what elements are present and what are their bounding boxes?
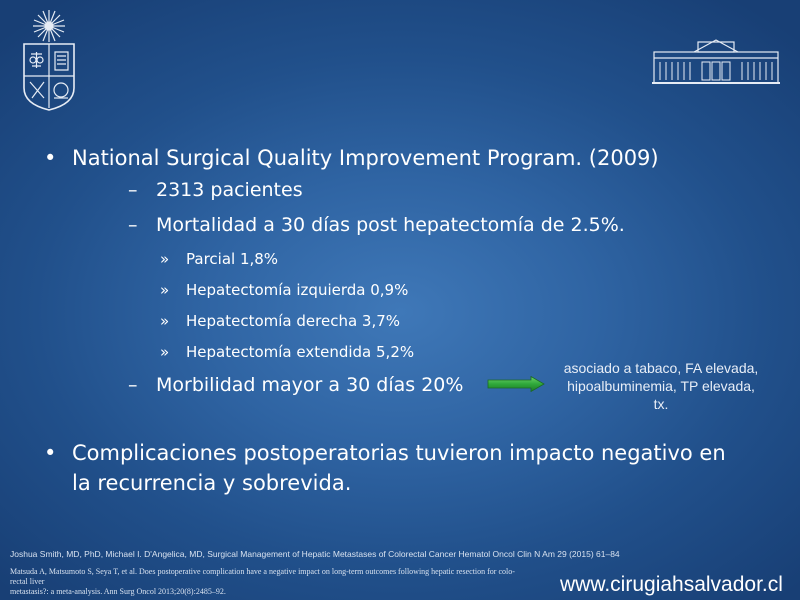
reference-2-line: metastasis?: a meta-analysis. Ann Surg O… — [10, 587, 226, 596]
sub-bullet-pacientes: –2313 pacientes — [128, 177, 303, 203]
university-crest-icon — [23, 10, 75, 111]
reference-2: Matsuda A, Matsumoto S, Seya T, et al. D… — [10, 567, 530, 597]
sub-sub-bullet-text: Hepatectomía derecha 3,7% — [186, 312, 401, 330]
sub-sub-bullet: » Hepatectomía derecha 3,7% — [160, 310, 400, 332]
chevron-marker: » — [160, 281, 170, 299]
sub-sub-bullet: » Parcial 1,8% — [160, 248, 278, 270]
bullet-text: National Surgical Quality Improvement Pr… — [72, 146, 659, 170]
reference-2-line: Matsuda A, Matsumoto S, Seya T, et al. D… — [10, 567, 515, 586]
sub-sub-bullet-text: Hepatectomía extendida 5,2% — [186, 343, 415, 361]
dash-marker: – — [128, 374, 138, 396]
sub-bullet-mortalidad: – Mortalidad a 30 días post hepatectomía … — [128, 212, 625, 238]
chevron-marker: » — [160, 250, 170, 268]
reference-1: Joshua Smith, MD, PhD, Michael I. D'Ange… — [10, 549, 620, 559]
sub-bullet-text: Mortalidad a 30 días post hepatectomía d… — [156, 214, 625, 236]
note-line: hipoalbuminemia, TP elevada, — [567, 378, 755, 394]
sub-bullet-morbilidad: – Morbilidad mayor a 30 días 20% — [128, 372, 463, 398]
chevron-marker: » — [160, 312, 170, 330]
sub-bullet-text: Morbilidad mayor a 30 días 20% — [156, 374, 464, 396]
chevron-marker: » — [160, 343, 170, 361]
website-url: www.cirugiahsalvador.cl — [560, 573, 783, 596]
dash-marker: – — [128, 179, 138, 201]
bullet-marker: • — [44, 441, 57, 465]
sub-sub-bullet-text: Parcial 1,8% — [186, 250, 279, 268]
note-line: tx. — [653, 396, 669, 412]
hospital-building-icon — [652, 39, 780, 84]
note-line: asociado a tabaco, FA elevada, — [563, 360, 759, 376]
sub-sub-bullet: » Hepatectomía izquierda 0,9% — [160, 279, 408, 301]
morbidity-note: asociado a tabaco, FA elevada, hipoalbum… — [548, 359, 774, 413]
bullet-marker: • — [44, 146, 57, 170]
sub-bullet-text: 2313 pacientes — [156, 179, 303, 201]
dash-marker: – — [128, 214, 138, 236]
right-arrow-icon — [487, 376, 545, 392]
sub-sub-bullet-text: Hepatectomía izquierda 0,9% — [186, 281, 409, 299]
bullet-nsqip: • National Surgical Quality Improvement … — [44, 143, 744, 173]
bullet-text: Complicaciones postoperatorias tuvieron … — [72, 441, 726, 495]
sub-sub-bullet: » Hepatectomía extendida 5,2% — [160, 341, 414, 363]
bullet-complicaciones: • Complicaciones postoperatorias tuviero… — [44, 438, 744, 498]
